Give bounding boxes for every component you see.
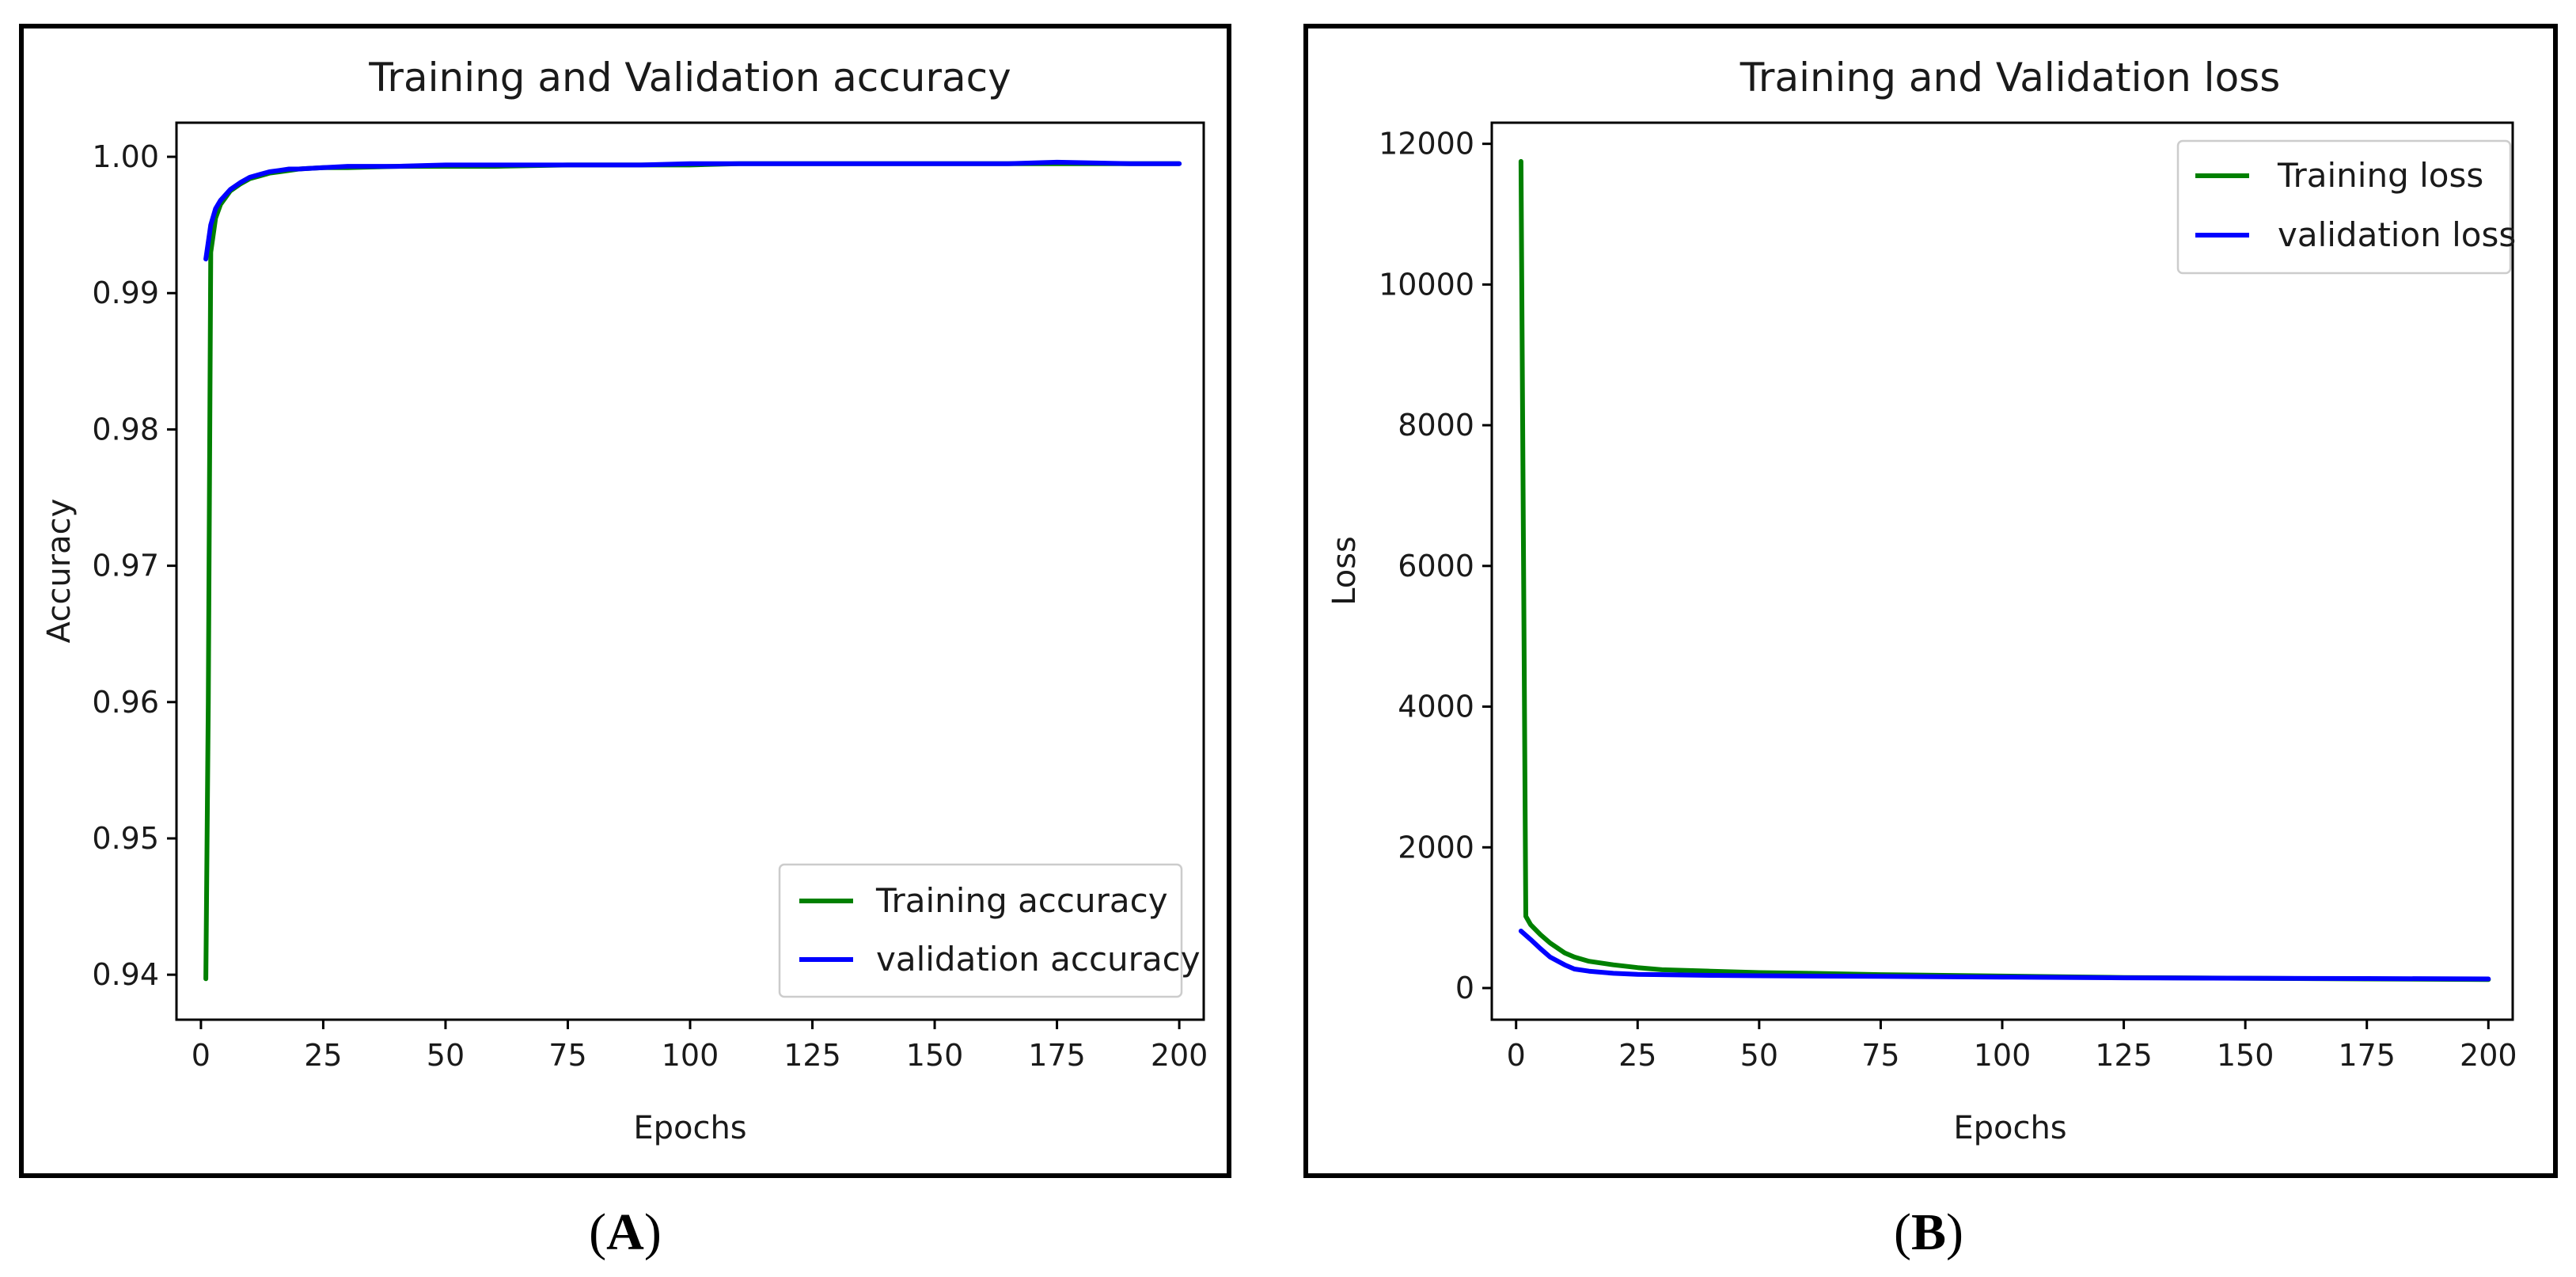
legend-label-validation-loss: validation loss bbox=[2278, 215, 2516, 254]
y-tick-label: 0.95 bbox=[92, 821, 159, 856]
x-tick-label: 0 bbox=[192, 1038, 211, 1073]
x-tick-label: 200 bbox=[1151, 1038, 1208, 1073]
x-axis-label: Epochs bbox=[633, 1110, 746, 1146]
y-tick-label: 12000 bbox=[1379, 127, 1474, 162]
x-axis-label: Epochs bbox=[1953, 1110, 2066, 1146]
x-tick-label: 175 bbox=[1028, 1038, 1086, 1073]
x-axis-ticks: 0 25 50 75 100 125 150 175 200 bbox=[1507, 1020, 2517, 1073]
x-tick-label: 150 bbox=[906, 1038, 964, 1073]
y-axis-ticks: 0 2000 4000 6000 8000 10000 12000 bbox=[1379, 127, 1492, 1005]
y-tick-label: 0.94 bbox=[92, 957, 159, 992]
y-tick-label: 0 bbox=[1455, 971, 1474, 1005]
y-tick-label: 6000 bbox=[1398, 549, 1474, 583]
y-tick-label: 1.00 bbox=[92, 139, 159, 174]
y-tick-label: 0.96 bbox=[92, 685, 159, 720]
y-tick-label: 0.99 bbox=[92, 276, 159, 310]
y-tick-label: 2000 bbox=[1398, 830, 1474, 865]
x-tick-label: 25 bbox=[304, 1038, 342, 1073]
x-tick-label: 150 bbox=[2217, 1038, 2274, 1073]
y-axis-label: Accuracy bbox=[41, 499, 78, 644]
caption-panel-b: (B) bbox=[1894, 1203, 1963, 1261]
chart-title: Training and Validation loss bbox=[1739, 55, 2281, 101]
x-tick-label: 75 bbox=[1861, 1038, 1899, 1073]
y-axis-label: Loss bbox=[1326, 536, 1363, 606]
x-tick-label: 25 bbox=[1618, 1038, 1656, 1073]
y-tick-label: 0.97 bbox=[92, 549, 159, 583]
x-tick-label: 125 bbox=[783, 1038, 841, 1073]
legend: Training accuracy validation accuracy bbox=[778, 863, 1201, 998]
x-tick-label: 0 bbox=[1507, 1038, 1526, 1073]
x-tick-label: 125 bbox=[2095, 1038, 2153, 1073]
x-tick-label: 175 bbox=[2338, 1038, 2396, 1073]
panel-loss: Training and Validation loss 02000400060… bbox=[1303, 24, 2558, 1178]
x-tick-label: 100 bbox=[1974, 1038, 2032, 1073]
x-tick-label: 75 bbox=[548, 1038, 586, 1073]
y-tick-label: 10000 bbox=[1379, 267, 1474, 302]
legend-label-validation-accuracy: validation accuracy bbox=[876, 940, 1201, 979]
legend-box bbox=[2176, 139, 2512, 275]
series-lines bbox=[1518, 158, 2491, 982]
legend-label-training-accuracy: Training accuracy bbox=[875, 881, 1168, 920]
x-tick-label: 200 bbox=[2460, 1038, 2517, 1073]
x-tick-label: 50 bbox=[1740, 1038, 1778, 1073]
series-lines bbox=[203, 159, 1182, 982]
series-line-validation-loss bbox=[1518, 929, 2491, 982]
x-tick-label: 50 bbox=[427, 1038, 465, 1073]
caption-panel-a: (A) bbox=[589, 1203, 662, 1261]
legend: Training loss validation loss bbox=[2176, 139, 2516, 275]
y-tick-label: 0.98 bbox=[92, 412, 159, 447]
x-tick-label: 100 bbox=[662, 1038, 719, 1073]
y-tick-label: 4000 bbox=[1398, 690, 1474, 724]
x-axis-ticks: 0 25 50 75 100 125 150 175 200 bbox=[192, 1020, 1208, 1073]
y-tick-label: 8000 bbox=[1398, 408, 1474, 443]
panel-accuracy: Training and Validation accuracy 0.940.9… bbox=[19, 24, 1231, 1178]
legend-label-training-loss: Training loss bbox=[2277, 156, 2483, 195]
chart-title: Training and Validation accuracy bbox=[368, 55, 1011, 101]
series-line-validation-accuracy bbox=[203, 159, 1182, 262]
y-axis-ticks: 0.94 0.95 0.96 0.97 0.98 0.99 1.00 bbox=[92, 139, 176, 992]
legend-box bbox=[778, 863, 1183, 998]
